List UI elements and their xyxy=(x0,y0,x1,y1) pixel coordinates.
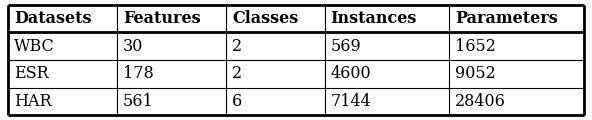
Text: Datasets: Datasets xyxy=(14,10,92,27)
Text: ESR: ESR xyxy=(14,65,49,82)
Text: Features: Features xyxy=(123,10,201,27)
Text: 30: 30 xyxy=(123,38,143,55)
Text: HAR: HAR xyxy=(14,93,52,110)
Text: 2: 2 xyxy=(232,65,242,82)
Text: 9052: 9052 xyxy=(455,65,496,82)
Text: 28406: 28406 xyxy=(455,93,506,110)
Text: Classes: Classes xyxy=(232,10,298,27)
Text: 561: 561 xyxy=(123,93,154,110)
Text: 178: 178 xyxy=(123,65,154,82)
Text: 6: 6 xyxy=(232,93,242,110)
Text: 4600: 4600 xyxy=(330,65,371,82)
Text: 2: 2 xyxy=(232,38,242,55)
Text: 1652: 1652 xyxy=(455,38,496,55)
Text: 7144: 7144 xyxy=(330,93,371,110)
Text: WBC: WBC xyxy=(14,38,54,55)
Text: Instances: Instances xyxy=(330,10,417,27)
Text: Parameters: Parameters xyxy=(455,10,558,27)
Text: 569: 569 xyxy=(330,38,361,55)
